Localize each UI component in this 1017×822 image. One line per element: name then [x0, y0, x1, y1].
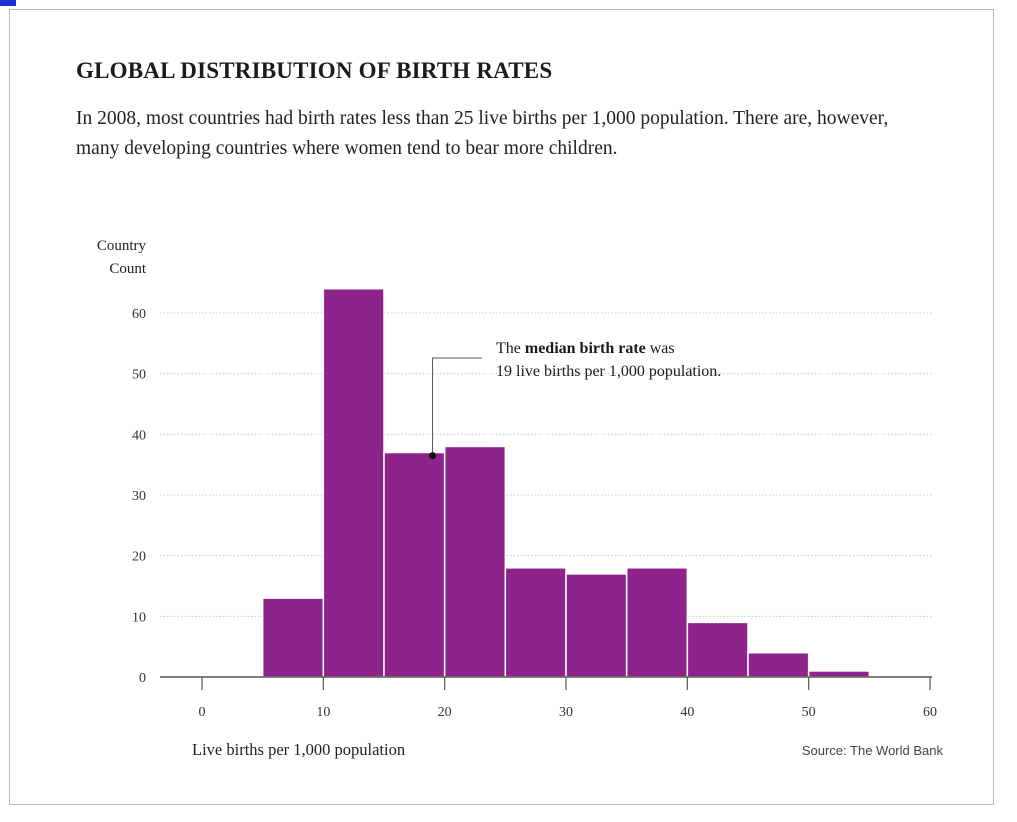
- median-annotation-line-1: The median birth rate was: [496, 337, 836, 360]
- x-tick-label: 20: [438, 705, 452, 720]
- median-annotation-line-2: 19 live births per 1,000 population.: [496, 363, 722, 380]
- y-tick-label: 40: [132, 428, 146, 443]
- x-tick-label: 10: [316, 705, 330, 720]
- y-axis-title-line-2: Count: [109, 261, 146, 277]
- x-tick-label: 50: [802, 705, 816, 720]
- y-axis-title-line-1: Country: [96, 238, 146, 254]
- histogram-bar: [565, 573, 628, 678]
- y-tick-label: 30: [132, 489, 146, 504]
- source-note: Source: The World Bank: [801, 743, 943, 758]
- x-tick-label: 0: [199, 705, 206, 720]
- x-tick-label: 60: [923, 705, 937, 720]
- histogram-bar: [686, 621, 749, 678]
- corner-mark: [0, 0, 16, 6]
- x-tick-label: 40: [680, 705, 694, 720]
- x-axis-title: Live births per 1,000 population: [192, 740, 406, 759]
- chart-subtitle: In 2008, most countries had birth rates …: [76, 108, 889, 159]
- histogram-bar: [261, 597, 325, 678]
- median-leader-line: [432, 357, 482, 456]
- histogram-bar: [443, 445, 507, 678]
- histogram-bar: [383, 451, 446, 678]
- histogram-bar: [807, 670, 871, 678]
- annotation-bold: median birth rate: [524, 340, 646, 357]
- annotation-prefix: The: [496, 340, 525, 357]
- histogram-bar: [322, 287, 385, 678]
- histogram-bar: [504, 567, 567, 678]
- histogram-bar: [625, 567, 689, 678]
- x-tick-label: 30: [559, 705, 573, 720]
- y-tick-label: 50: [132, 368, 146, 383]
- y-tick-label: 20: [132, 550, 146, 565]
- annotation-suffix: was: [645, 340, 675, 357]
- median-annotation: The median birth rate was 19 live births…: [496, 337, 836, 383]
- median-marker: [429, 452, 437, 460]
- y-tick-label: 10: [132, 610, 146, 625]
- y-tick-label: 60: [132, 307, 146, 322]
- y-axis-title: Country Count: [52, 235, 146, 281]
- chart-title: GLOBAL DISTRIBUTION OF BIRTH RATES: [76, 58, 553, 83]
- y-tick-label: 0: [139, 671, 146, 686]
- histogram-bar: [747, 651, 810, 678]
